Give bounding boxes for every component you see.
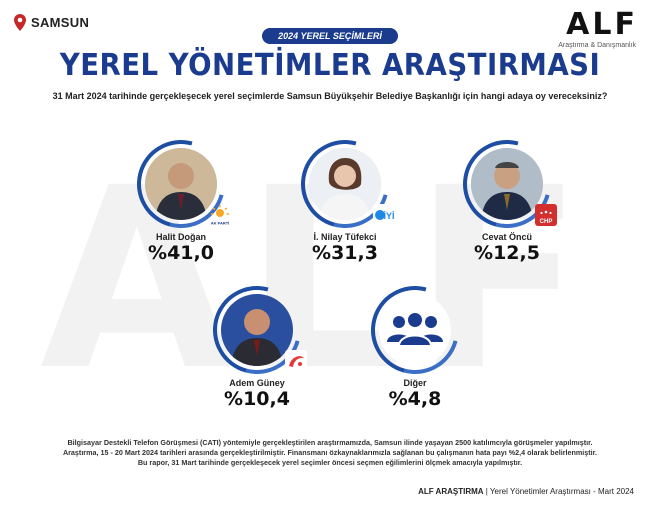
survey-question: 31 Mart 2024 tarihinde gerçekleşecek yer… [52, 91, 608, 101]
iyi-parti-logo-icon: İYİ [373, 204, 395, 226]
iyi-parti-text: İYİ [383, 211, 394, 221]
candidate-photo [221, 294, 293, 366]
ak-parti-logo-icon: AK PARTİ [211, 205, 230, 226]
methodology-line: Araştırma, 15 - 20 Mart 2024 tarihleri a… [62, 448, 598, 457]
source-org: ALF ARAŞTIRMA [418, 487, 484, 496]
yeniden-refah-logo-icon [285, 350, 307, 372]
brand-name: ALF [566, 7, 638, 42]
methodology-line: Bilgisayar Destekli Telefon Görüşmesi (C… [67, 438, 593, 447]
candidate-card: Diğer %4,8 [354, 269, 476, 410]
brand-logo: ALF Araştırma & Danışmanlık [558, 7, 638, 50]
candidate-card: İYİ İ. Nilay Tüfekci %31,3 [284, 123, 406, 264]
chp-text: CHP [540, 219, 553, 225]
candidate-photo [145, 148, 217, 220]
candidate-name: İ. Nilay Tüfekci [313, 232, 377, 242]
page-title: YEREL YÖNETİMLER ARAŞTIRMASI [59, 48, 601, 83]
candidate-photo [309, 148, 381, 220]
candidate-name: Adem Güney [229, 378, 285, 388]
candidate-card: AK PARTİ Halit Doğan %41,0 [120, 123, 242, 264]
candidate-name: Cevat Öncü [481, 232, 532, 242]
ak-parti-text: AK PARTİ [211, 221, 230, 226]
methodology-note: Bilgisayar Destekli Telefon Görüşmesi (C… [0, 438, 660, 468]
candidate-card: Adem Güney %10,4 [196, 269, 318, 410]
map-pin-icon [14, 14, 26, 31]
candidate-card: CHP Cevat Öncü %12,5 [446, 123, 568, 264]
source-credit: ALF ARAŞTIRMA | Yerel Yönetimler Araştır… [418, 487, 634, 496]
candidate-name: Diğer [403, 378, 427, 388]
location-text: SAMSUN [31, 15, 90, 30]
chp-logo-icon: CHP [535, 204, 557, 226]
brand-subtitle: Araştırma & Danışmanlık [558, 42, 636, 49]
candidate-percent: %12,5 [474, 242, 540, 264]
candidate-name: Halit Doğan [155, 232, 206, 242]
group-icon [379, 294, 451, 366]
candidate-percent: %31,3 [312, 242, 378, 264]
methodology-line: Bu rapor, 31 Mart tarihinde gerçekleşece… [137, 458, 523, 467]
candidate-photo [471, 148, 543, 220]
candidate-percent: %41,0 [148, 242, 214, 264]
election-badge: 2024 YEREL SEÇİMLERİ [262, 28, 398, 44]
location-label: SAMSUN [14, 14, 89, 31]
source-title: | Yerel Yönetimler Araştırması - Mart 20… [483, 487, 634, 496]
candidate-percent: %4,8 [388, 388, 442, 410]
candidate-percent: %10,4 [224, 388, 290, 410]
